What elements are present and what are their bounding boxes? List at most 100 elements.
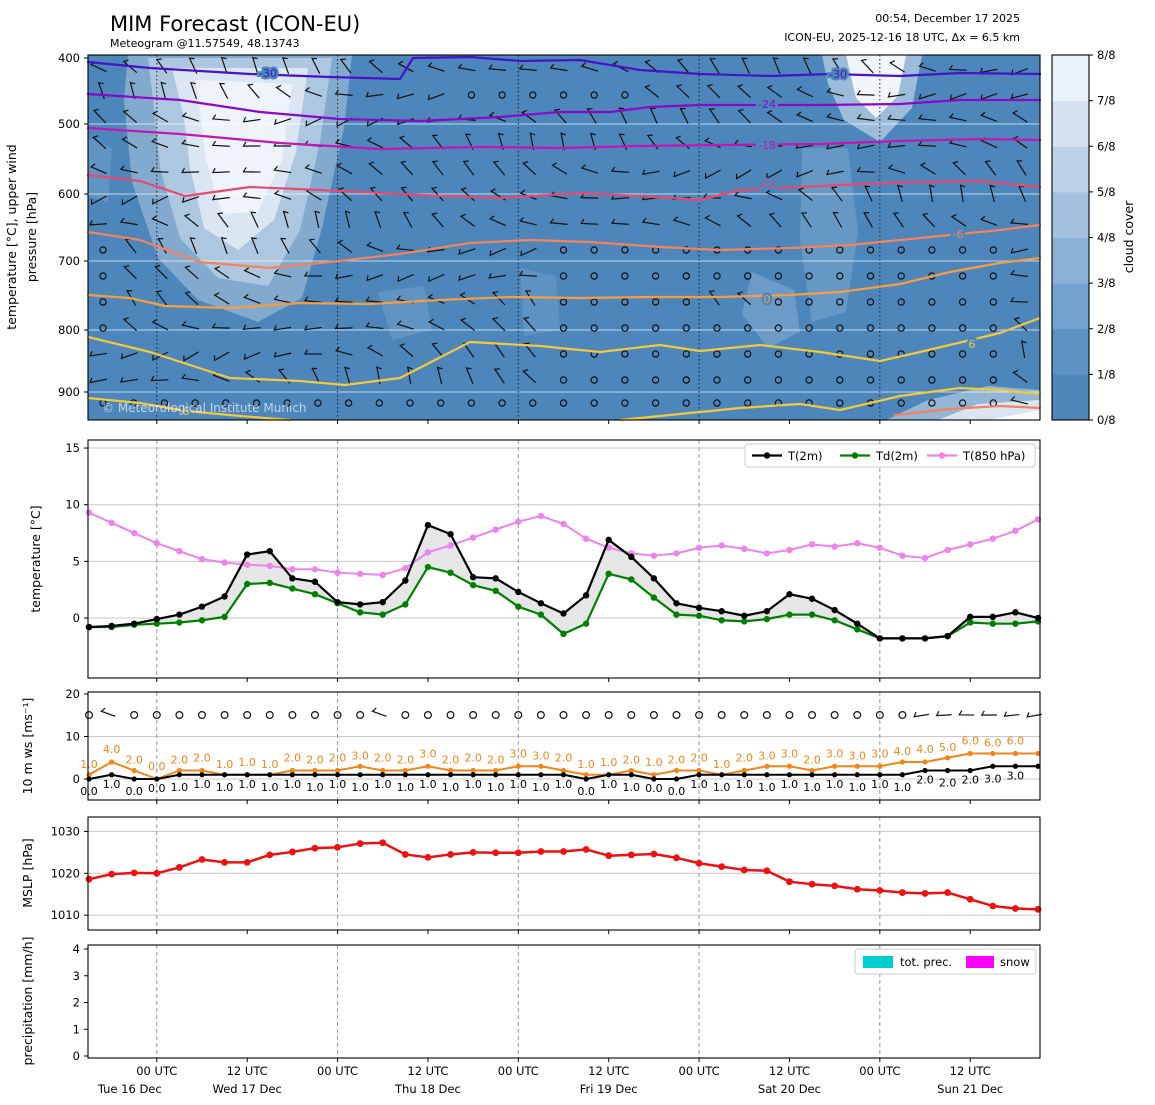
wind-barb-icon bbox=[366, 137, 384, 149]
wind-barb-icon bbox=[459, 213, 475, 227]
td2m-marker bbox=[582, 620, 590, 627]
wind-barb-icon bbox=[188, 57, 198, 74]
wind-barb-icon bbox=[580, 164, 599, 174]
wind-barb-icon bbox=[90, 195, 107, 206]
mslp-marker bbox=[740, 866, 748, 874]
t850-marker bbox=[718, 542, 725, 549]
wind-barb-icon bbox=[1003, 711, 1020, 717]
gust-marker bbox=[1012, 750, 1019, 757]
wind-barb-icon bbox=[216, 212, 229, 228]
wind-barb-icon bbox=[334, 273, 353, 280]
td2m-marker bbox=[786, 611, 793, 618]
wind-barb-icon bbox=[589, 132, 596, 151]
wind-barb-icon bbox=[465, 367, 474, 384]
day-label: Tue 16 Dec bbox=[97, 1082, 162, 1096]
wind-barb-icon bbox=[1013, 317, 1028, 332]
wind-barb-icon bbox=[100, 707, 116, 717]
wind-barb-icon bbox=[1026, 712, 1043, 718]
t850-marker bbox=[741, 545, 748, 553]
wind-speed-value-label: 3.0 bbox=[984, 772, 1002, 785]
wind-barb-icon bbox=[242, 167, 261, 173]
t850-marker bbox=[311, 566, 319, 573]
t2m-marker bbox=[447, 530, 454, 538]
wind-speed-marker bbox=[651, 776, 657, 782]
t2m-marker bbox=[266, 547, 273, 555]
calm-wind-icon bbox=[836, 376, 844, 384]
t2m-marker bbox=[876, 635, 884, 642]
y-tick-label: 1 bbox=[73, 1022, 80, 1036]
y-tick-label: 1030 bbox=[51, 824, 80, 838]
t2m-marker bbox=[944, 632, 951, 640]
colorbar-band bbox=[1052, 146, 1089, 193]
wind-barb-icon bbox=[551, 162, 568, 175]
wind-barb-icon bbox=[334, 323, 353, 330]
t2m-marker bbox=[921, 635, 929, 642]
wind-speed-value-label: 1.0 bbox=[803, 781, 821, 794]
cloud-patch bbox=[520, 268, 560, 336]
t850-marker bbox=[424, 549, 432, 556]
t850-marker bbox=[786, 546, 793, 554]
mslp-marker bbox=[831, 882, 839, 890]
wind-speed-marker bbox=[606, 772, 612, 778]
t2m-marker bbox=[854, 620, 861, 627]
legend-marker-sample bbox=[851, 452, 859, 459]
wind-barb-icon bbox=[618, 133, 628, 150]
wind-barb-icon bbox=[279, 237, 290, 254]
td2m-marker bbox=[537, 611, 545, 618]
wind-barb-icon bbox=[211, 140, 230, 147]
time-axis: 00 UTC Tue 16 Dec 12 UTC Wed 17 Dec 00 UTC 12… bbox=[97, 1064, 1003, 1096]
wind-speed-marker bbox=[764, 772, 770, 778]
wind-barb-icon bbox=[524, 290, 536, 306]
y-tick-label: 1010 bbox=[51, 908, 80, 922]
wind-speed-marker bbox=[267, 772, 273, 778]
colorbar-tick-label: 4/8 bbox=[1097, 231, 1116, 245]
wind-barb-icon bbox=[369, 186, 383, 202]
y-tick-label: 3 bbox=[73, 969, 80, 983]
t2m-marker bbox=[560, 610, 567, 617]
wind-barb-icon bbox=[1016, 160, 1027, 176]
calm-wind-icon bbox=[222, 399, 230, 407]
gust-marker bbox=[967, 750, 973, 757]
calm-wind-icon bbox=[875, 710, 884, 719]
gust-value-label: 2.0 bbox=[736, 752, 754, 765]
wind-speed-value-label: 3.0 bbox=[1007, 769, 1025, 782]
t850-marker bbox=[85, 509, 93, 516]
td2m-marker bbox=[492, 587, 499, 595]
wind-barb-icon bbox=[181, 139, 200, 148]
calm-wind-icon bbox=[559, 350, 568, 358]
calm-wind-icon bbox=[621, 376, 629, 384]
wind-barb-icon bbox=[1011, 110, 1028, 123]
wind-barb-icon bbox=[126, 290, 137, 306]
td2m-marker bbox=[673, 611, 680, 618]
wind-barb-icon bbox=[189, 237, 198, 254]
wind-barb-icon bbox=[427, 93, 445, 101]
gust-marker bbox=[538, 763, 544, 769]
legend-label: T(2m) bbox=[787, 449, 823, 463]
mslp-marker bbox=[492, 849, 500, 857]
wind-barb-icon bbox=[250, 237, 259, 254]
calm-wind-icon bbox=[989, 272, 998, 280]
wind-speed-value-label: 1.0 bbox=[758, 781, 776, 794]
cloud-patch bbox=[846, 55, 906, 118]
wind-barb-icon bbox=[366, 274, 384, 282]
wind-barb-icon bbox=[618, 107, 628, 124]
wind-barb-icon bbox=[464, 133, 474, 150]
mslp-marker bbox=[989, 902, 997, 910]
wind-speed-marker bbox=[334, 772, 341, 778]
y-tick-label: 600 bbox=[58, 187, 80, 201]
wind-barb-icon bbox=[610, 218, 629, 225]
gust-marker bbox=[289, 767, 295, 774]
t2m-marker bbox=[718, 608, 725, 615]
colorbar-band bbox=[1052, 55, 1089, 102]
t2m-marker bbox=[786, 591, 793, 598]
wind-barb-icon bbox=[396, 320, 415, 330]
mslp-marker bbox=[786, 878, 793, 886]
wind-barb-icon bbox=[549, 63, 568, 72]
wind-barb-icon bbox=[800, 212, 812, 228]
t850-marker bbox=[899, 552, 906, 559]
wind-speed-value-label: 1.0 bbox=[848, 781, 866, 794]
t2m-marker bbox=[537, 600, 545, 607]
gust-value-label: 1.0 bbox=[80, 758, 98, 771]
gust-value-label: 2.0 bbox=[487, 754, 505, 767]
wind-speed-value-label: 1.0 bbox=[374, 778, 392, 791]
